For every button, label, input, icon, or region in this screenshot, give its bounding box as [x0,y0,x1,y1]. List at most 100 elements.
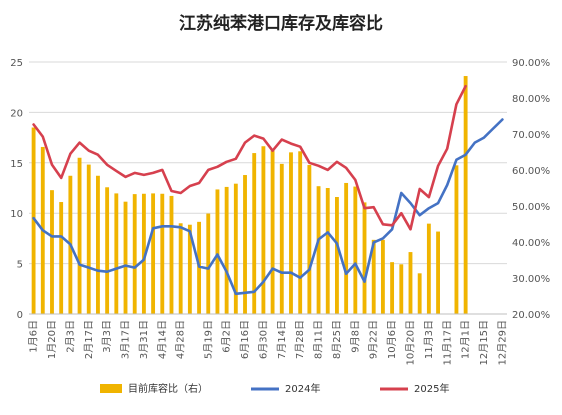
x-tick-label: 4月28日 [175,320,187,359]
bar [132,194,137,314]
legend-item-bar: 目前库容比（右） [100,382,208,395]
bar [114,193,119,314]
left-tick-label: 15 [10,159,23,170]
bar [169,195,174,314]
x-tick-label: 9月22日 [368,320,380,359]
legend-swatch-bar [100,384,122,393]
right-tick-label: 30.00% [512,274,550,285]
x-tick-label: 11月3日 [423,320,435,359]
legend-label-2024: 2024年 [285,382,320,395]
bar [325,188,330,314]
bar [353,186,358,314]
legend-item-2025: 2025年 [380,382,449,395]
bar [50,190,54,314]
x-tick-label: 10月20日 [404,320,416,365]
x-tick-label: 11月17日 [441,320,453,365]
chart-title: 江苏纯苯港口库存及库容比 [179,13,383,34]
x-tick-label: 4月14日 [156,320,168,359]
bar [307,164,312,314]
x-tick-label: 8月25日 [331,320,343,359]
right-tick-label: 40.00% [512,238,550,249]
bar [123,201,128,314]
x-tick-label: 7月28日 [294,320,306,359]
bar [206,213,211,314]
line-series [32,84,504,296]
bar [408,252,413,314]
left-axis-ticks: 0 5 10 15 20 25 [10,58,23,321]
bar [233,183,238,314]
legend-label-bar: 目前库容比（右） [128,382,208,395]
x-tick-label: 3月31日 [138,320,150,359]
bar [86,164,91,314]
bar [399,264,404,314]
bar [243,175,247,314]
left-tick-label: 5 [17,260,23,271]
bar [380,239,385,314]
x-tick-label: 5月19日 [202,320,214,359]
x-tick-label: 8月11日 [313,320,325,359]
x-tick-label: 3月3日 [101,320,113,353]
x-tick-label: 6月30日 [257,320,269,359]
left-tick-label: 10 [10,209,23,220]
bar [454,165,459,314]
bar [187,224,192,314]
bar [426,223,431,314]
right-tick-label: 90.00% [512,58,550,69]
bar [261,146,266,314]
left-tick-label: 20 [10,108,23,119]
x-tick-label: 12月15日 [478,320,490,365]
legend-item-2024: 2024年 [251,382,320,395]
legend: 目前库容比（右） 2024年 2025年 [100,382,449,395]
x-tick-label: 10月6日 [386,320,398,359]
bar [160,193,165,314]
bar [224,186,229,314]
right-tick-label: 70.00% [512,130,550,141]
bar-series [31,76,468,315]
right-tick-label: 20.00% [512,310,550,321]
x-tick-label: 7月14日 [276,320,288,359]
series-line [32,84,467,231]
x-tick-label: 12月1日 [460,320,472,359]
bar [316,186,321,314]
bar [371,239,376,314]
right-tick-label: 80.00% [512,94,550,105]
x-axis-ticks: 1月6日 1月20日 2月3日 2月17日 3月3日 3月17日 3月31日 4月14日 4月2… [28,320,509,365]
right-tick-label: 50.00% [512,202,550,213]
left-tick-label: 25 [10,58,23,69]
bar [151,193,156,314]
bar [390,262,395,314]
bar [298,151,303,314]
bar [59,202,64,314]
bar [344,182,349,314]
x-tick-label: 6月16日 [239,320,251,359]
bar [252,153,257,314]
x-tick-label: 6月2日 [221,320,233,353]
left-tick-label: 0 [17,310,23,321]
x-tick-label: 1月6日 [28,320,40,353]
x-tick-label: 9月8日 [349,320,361,353]
bar [279,163,284,314]
x-tick-label: 12月29日 [496,320,508,365]
bar [77,157,82,314]
bar [335,197,339,314]
bar [362,202,367,314]
bar [178,223,183,314]
bar [289,152,293,314]
x-tick-label: 2月3日 [64,320,76,353]
legend-label-2025: 2025年 [414,382,449,395]
bar [215,189,220,314]
bar [96,175,100,314]
bar [105,187,110,314]
bar [436,231,440,314]
series-line [32,118,504,296]
right-axis-ticks: 20.00% 30.00% 40.00% 50.00% 60.00% 70.00% 80.0… [512,58,550,321]
x-tick-label: 3月17日 [120,320,132,359]
bar [463,76,468,314]
bar [141,193,146,314]
x-tick-label: 1月20日 [46,320,58,359]
x-tick-label: 2月17日 [83,320,95,359]
right-tick-label: 60.00% [512,166,550,177]
bar [417,273,422,314]
bar [31,127,36,315]
